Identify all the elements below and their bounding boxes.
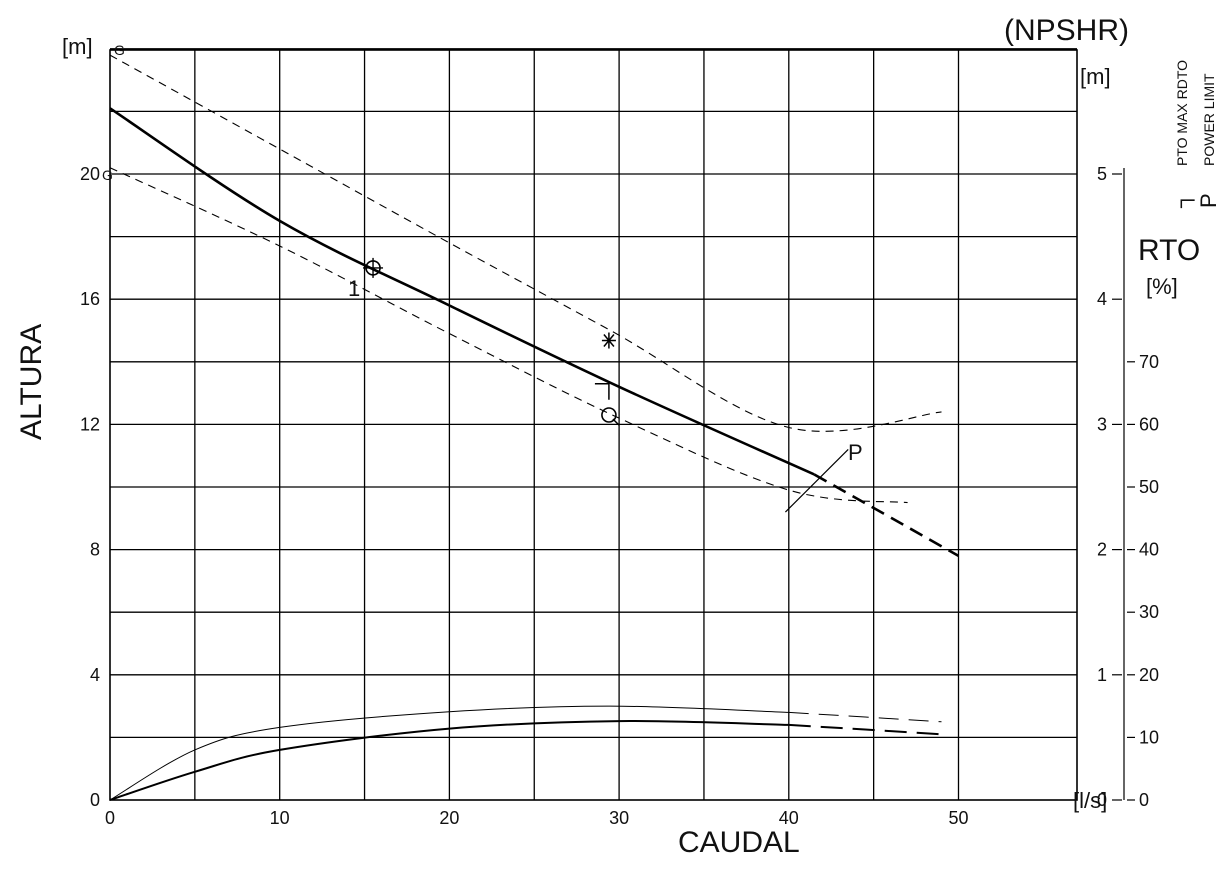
x-tick-label: 0 <box>105 808 115 828</box>
x-axis-label: CAUDAL <box>678 826 800 859</box>
g-curve-lower <box>109 167 908 504</box>
npshr-unit: [m] <box>1080 64 1111 89</box>
x-tick-label: 50 <box>948 808 968 828</box>
x-tick-label: 30 <box>609 808 629 828</box>
x-tick-label: 20 <box>439 808 459 828</box>
y-tick-label: 4 <box>90 665 100 685</box>
npshr-tick-label: 3 <box>1097 414 1107 434</box>
grid <box>109 48 1078 801</box>
operating-point-tail <box>612 418 620 426</box>
y-tick-label: 20 <box>80 164 100 184</box>
power-limit-marker: P <box>848 440 863 465</box>
max-rto-marker-d2 <box>603 334 615 347</box>
max-efficiency-marker <box>594 382 610 400</box>
npshr-tick-label: 0 <box>1097 790 1107 810</box>
x-unit: [l/s] <box>1073 788 1107 813</box>
rto-tick-label: 20 <box>1139 665 1159 685</box>
head-curve-extension <box>813 473 960 558</box>
g-label-bottom: G <box>102 167 113 183</box>
operating-point-circle <box>601 407 617 423</box>
x-tick-label: 40 <box>779 808 799 828</box>
y-tick-label: 8 <box>90 540 100 560</box>
rto-tick-label: 50 <box>1139 477 1159 497</box>
curve-number-label: 1 <box>348 276 360 301</box>
rto-tick-label: 60 <box>1139 414 1159 434</box>
rto-tick-label: 70 <box>1139 352 1159 372</box>
npshr-tick-label: 4 <box>1097 289 1107 309</box>
legend-max-efficiency: PTO MAX RDTO <box>1174 60 1190 166</box>
efficiency-curve-lower <box>109 720 789 801</box>
g-curve-upper <box>109 54 942 432</box>
legend-power-limit: POWER LIMIT <box>1201 73 1217 166</box>
head-curve <box>109 107 815 476</box>
marks <box>363 257 849 513</box>
efficiency-curve-lower-extension <box>788 723 942 736</box>
y-tick-label: 0 <box>90 790 100 810</box>
y-axis-label: ALTURA <box>15 324 48 440</box>
rto-tick-label: 10 <box>1139 727 1159 747</box>
legend-power-limit-symbol: P <box>1196 193 1221 208</box>
rto-tick-label: 0 <box>1139 790 1149 810</box>
npshr-tick-label: 2 <box>1097 540 1107 560</box>
curves <box>109 54 960 801</box>
y-unit: [m] <box>62 34 93 59</box>
npshr-tick-label: 1 <box>1097 665 1107 685</box>
legend-max-efficiency-symbol: ┐ <box>1168 192 1195 209</box>
efficiency-curve-upper-extension <box>788 711 942 723</box>
rto-tick-label: 40 <box>1139 540 1159 560</box>
rto-unit: [%] <box>1146 274 1178 299</box>
npshr-tick-label: 5 <box>1097 164 1107 184</box>
efficiency-curve-upper <box>109 705 789 801</box>
rto-tick-label: 30 <box>1139 602 1159 622</box>
npshr-title: (NPSHR) <box>1004 14 1129 47</box>
y-tick-label: 16 <box>80 289 100 309</box>
rto-title: RTO <box>1138 234 1200 267</box>
x-tick-label: 10 <box>270 808 290 828</box>
power-limit-line <box>784 449 849 513</box>
g-label-top: G <box>114 42 125 58</box>
y-tick-label: 12 <box>80 414 100 434</box>
